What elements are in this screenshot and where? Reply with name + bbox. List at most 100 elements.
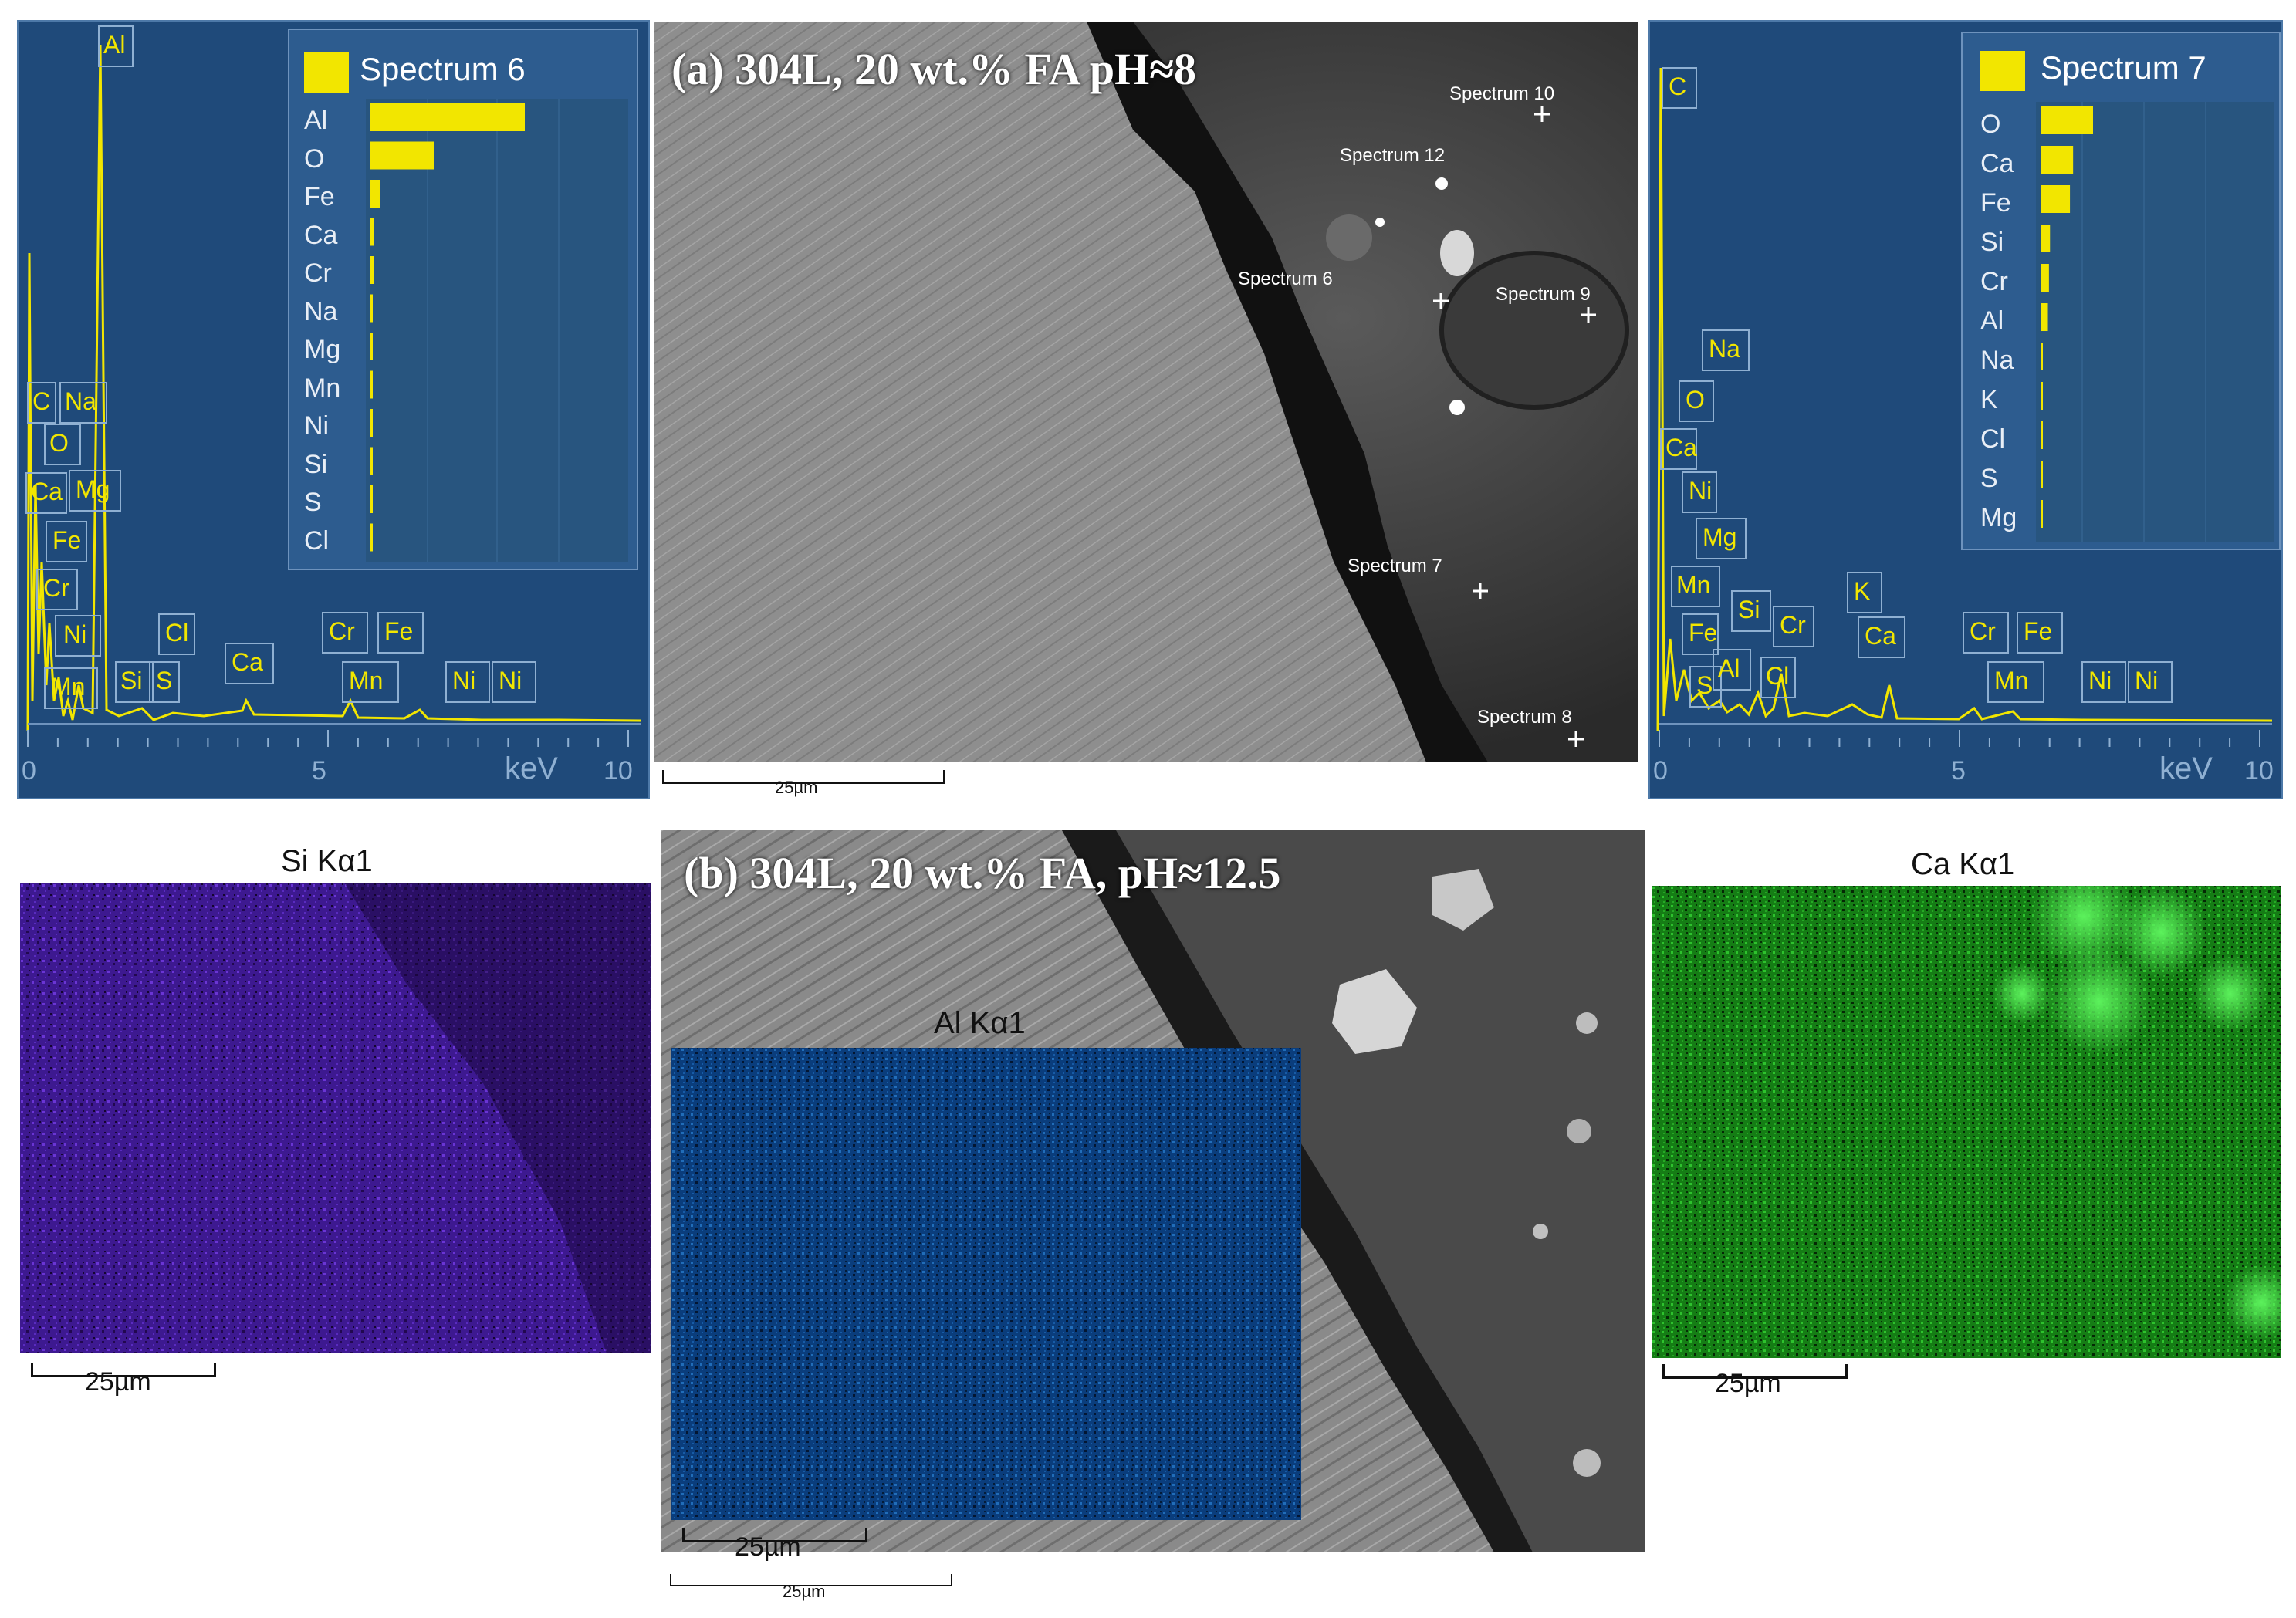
legend-bar-na: [2041, 343, 2043, 370]
spectrum-marker: Spectrum 10: [1449, 83, 1555, 104]
legend-item: Ni: [304, 411, 330, 441]
peak-label: K: [1854, 577, 1871, 605]
legend-item: Mg: [1980, 503, 2017, 532]
legend-bar-mn: [370, 370, 373, 399]
legend-item: S: [304, 488, 322, 517]
peak-label: Fe: [52, 526, 82, 554]
al-map-texture: [671, 1048, 1301, 1520]
sem-a-scalebar-label: 25µm: [775, 778, 818, 797]
peak-label: C: [32, 387, 51, 415]
legend-item: Na: [1980, 346, 2014, 375]
eds-left-tick-5: 5: [312, 756, 326, 785]
peak-label: Al: [1718, 654, 1740, 682]
spectrum-marker: Spectrum 7: [1348, 556, 1442, 576]
legend-item: Fe: [1980, 188, 2011, 218]
panel-b-title: (b) 304L, 20 wt.% FA, pH≈12.5: [684, 848, 1281, 898]
legend-bar-ni: [370, 409, 373, 437]
spectrum-marker: Spectrum 12: [1340, 145, 1446, 166]
legend-item: O: [304, 144, 325, 174]
legend-item: Mg: [304, 335, 341, 364]
legend-item: Ca: [304, 220, 338, 250]
sem-a-graphics: [654, 22, 1638, 762]
peak-label: Ni: [499, 667, 522, 694]
peak-label: Fe: [2024, 617, 2053, 645]
ca-map-label: Ca Kα1: [1911, 847, 2015, 881]
legend-bar-o: [2041, 106, 2093, 134]
ca-map-scalebar-label: 25µm: [1715, 1369, 1781, 1398]
ca-map-scalebar: [1662, 1364, 1848, 1379]
eds-left-axis-unit: keV: [505, 752, 558, 785]
legend-bar-si: [370, 447, 373, 475]
legend-item: Al: [1980, 306, 2004, 336]
spectrum-marker: Spectrum 9: [1496, 284, 1591, 305]
peak-label: Mn: [1676, 571, 1711, 599]
legend-item: S: [1980, 464, 1998, 493]
ca-map-texture: [1652, 886, 2281, 1358]
peak-label: Fe: [384, 617, 414, 645]
legend-item: Fe: [304, 182, 335, 211]
spectrum-marker: Spectrum 6: [1238, 269, 1333, 289]
peak-label: Cl: [1766, 662, 1790, 690]
peak-label: Cr: [329, 617, 355, 645]
peak-label: C: [1669, 73, 1687, 100]
sem-b-scalebar-label: 25µm: [783, 1582, 826, 1601]
peak-label: Na: [1709, 335, 1740, 363]
peak-label: Ni: [1689, 477, 1713, 505]
legend-item: Al: [304, 106, 328, 135]
legend-item: Ca: [1980, 149, 2014, 178]
legend-bar-fe: [370, 180, 380, 208]
panel-a-title: (a) 304L, 20 wt.% FA pH≈8: [671, 44, 1197, 94]
eds-left-legend-labels: Al O Fe Ca Cr Na Mg Mn Ni Si S Cl: [304, 102, 340, 560]
peak-label: Cr: [43, 574, 69, 602]
eds-left-tick-0: 0: [22, 756, 36, 785]
ca-map: [1652, 886, 2281, 1358]
sem-image-a: (a) 304L, 20 wt.% FA pH≈8 Spectrum 10 Sp…: [654, 22, 1638, 762]
legend-bar-cr: [2041, 264, 2049, 292]
peak-label: Si: [1738, 596, 1760, 623]
peak-label: Ca: [1665, 434, 1697, 461]
legend-item: Cl: [1980, 424, 2006, 454]
peak-label: O: [49, 429, 69, 457]
legend-bar-fe: [2041, 185, 2071, 213]
eds-right-axis-unit: keV: [2159, 752, 2213, 785]
eds-right-graphics: [1656, 32, 2281, 747]
peak-label: Si: [120, 667, 143, 694]
legend-item: Si: [1980, 228, 2004, 257]
peak-label: Mg: [76, 475, 110, 503]
legend-item: Cr: [304, 258, 332, 288]
al-map-label: Al Kα1: [934, 1006, 1026, 1040]
legend-bar-si: [2041, 225, 2051, 252]
peak-label: Cr: [1780, 611, 1806, 639]
legend-bar-o: [370, 141, 434, 170]
legend-item: Na: [304, 296, 338, 326]
legend-bar-na: [370, 294, 373, 323]
sem-b-scalebar: [670, 1574, 952, 1586]
peak-label: Ni: [63, 620, 87, 648]
peak-label: Ca: [31, 478, 63, 505]
legend-item: Cr: [1980, 267, 2008, 296]
si-map: [20, 883, 651, 1353]
legend-bar-s: [370, 485, 373, 513]
eds-left-graphics: [25, 25, 641, 747]
peak-label: S: [156, 667, 173, 694]
legend-bar-al: [370, 103, 525, 131]
peak-label: Ni: [2135, 667, 2159, 694]
legend-item: Cl: [304, 525, 330, 556]
peak-label: Mn: [349, 667, 384, 694]
si-map-scalebar: [31, 1363, 216, 1377]
si-map-scalebar-label: 25µm: [85, 1367, 151, 1397]
legend-bar-cl: [2041, 421, 2043, 449]
legend-bar-ca: [370, 218, 374, 246]
sem-a-scalebar: [662, 770, 945, 784]
eds-right-legend-title: Spectrum 7: [2041, 49, 2206, 86]
eds-right-tick-5: 5: [1951, 756, 1966, 785]
peak-label: Cr: [1970, 617, 1996, 645]
eds-spectrum-right: Spectrum 7 O Ca Fe Si Cr Al Na K Cl S Mg…: [1648, 20, 2283, 799]
legend-bar-ca: [2041, 146, 2074, 174]
al-map-scalebar: [682, 1528, 867, 1542]
peak-label: O: [1686, 386, 1705, 414]
eds-spectrum-left: Spectrum 6 Al O Fe Ca Cr Na Mg Mn Ni Si …: [17, 20, 650, 799]
legend-bar-cr: [370, 256, 374, 284]
peak-label: Ni: [2088, 667, 2112, 694]
legend-bar-al: [2041, 303, 2048, 331]
